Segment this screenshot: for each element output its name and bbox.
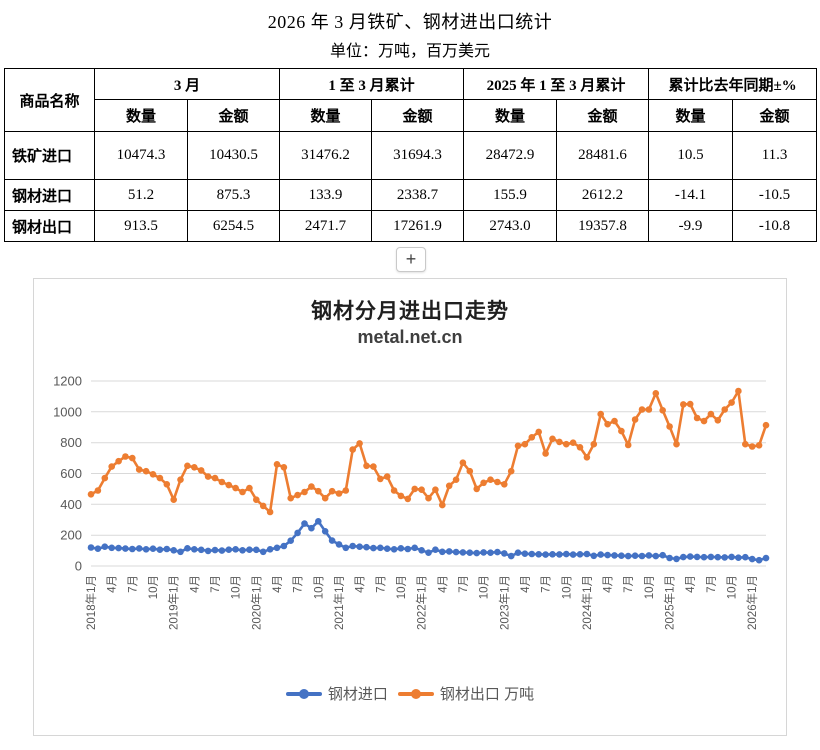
table-cell: 17261.9 [371, 210, 465, 242]
svg-text:7月: 7月 [541, 575, 553, 593]
svg-text:2021年1月: 2021年1月 [332, 575, 346, 630]
legend-item-steel-export: 钢材出口 万吨 [397, 683, 535, 704]
table-cell: -10.5 [732, 179, 818, 211]
subheader-quantity: 数量 [94, 99, 188, 132]
table-cell: 28472.9 [463, 131, 558, 180]
svg-text:10月: 10月 [561, 575, 573, 599]
svg-text:2019年1月: 2019年1月 [167, 575, 181, 630]
svg-text:4月: 4月 [437, 575, 449, 593]
svg-text:4月: 4月 [272, 575, 284, 593]
table-cell: -9.9 [648, 210, 734, 242]
svg-text:4月: 4月 [603, 575, 615, 593]
table-cell: 2612.2 [556, 179, 650, 211]
subheader-amount: 金额 [556, 99, 650, 132]
table-row-iron-ore-import: 铁矿进口 10474.3 10430.5 31476.2 31694.3 284… [4, 131, 818, 180]
table-cell: 19357.8 [556, 210, 650, 242]
table-cell: 2338.7 [371, 179, 465, 211]
table-cell: 51.2 [94, 179, 188, 211]
svg-text:4月: 4月 [685, 575, 697, 593]
table-row-steel-export: 钢材出口 913.5 6254.5 2471.7 17261.9 2743.0 … [4, 210, 818, 242]
table-cell: 875.3 [186, 179, 281, 211]
table-cell: 2471.7 [279, 210, 373, 242]
legend-marker-blue-icon [285, 688, 322, 699]
table-cell: 133.9 [279, 179, 373, 211]
table-cell: 11.3 [732, 131, 818, 180]
svg-text:4月: 4月 [520, 575, 532, 593]
row-label: 钢材出口 [4, 210, 95, 242]
svg-text:7月: 7月 [375, 575, 387, 593]
svg-text:600: 600 [60, 466, 82, 481]
page-title: 2026 年 3 月铁矿、钢材进出口统计 [267, 12, 553, 32]
trend-chart-frame: 钢材分月进出口走势 metal.net.cn 0 200 400 600 800 1000… [33, 278, 787, 736]
svg-text:0: 0 [75, 559, 82, 574]
subheader-quantity: 数量 [648, 99, 734, 132]
svg-text:200: 200 [60, 528, 82, 543]
svg-text:4月: 4月 [189, 575, 201, 593]
svg-text:7月: 7月 [458, 575, 470, 593]
column-group-yoy-change: 累计比去年同期±% [648, 68, 818, 100]
chart-legend: 钢材进口 钢材出口 万吨 [34, 683, 786, 704]
legend-marker-orange-icon [397, 688, 434, 699]
subheader-amount: 金额 [371, 99, 465, 132]
legend-label: 钢材出口 万吨 [439, 686, 535, 703]
row-label: 钢材进口 [4, 179, 95, 211]
import-export-stats-table: 商品名称 3 月 1 至 3 月累计 2025 年 1 至 3 月累计 累计比去… [4, 68, 818, 242]
chart-watermark: metal.net.cn [357, 327, 463, 347]
svg-text:2025年1月: 2025年1月 [663, 575, 677, 630]
legend-label: 钢材进口 [327, 686, 388, 703]
subheader-quantity: 数量 [463, 99, 558, 132]
column-group-march: 3 月 [93, 68, 281, 100]
svg-text:10月: 10月 [644, 575, 656, 599]
expand-button[interactable]: + [396, 247, 426, 272]
table-cell: -10.8 [732, 210, 818, 242]
table-cell: 28481.6 [556, 131, 650, 180]
svg-text:2018年1月: 2018年1月 [84, 575, 98, 630]
table-cell: 31476.2 [279, 131, 373, 180]
page-unit-subtitle: 单位：万吨，百万美元 [329, 43, 490, 60]
svg-text:2026年1月: 2026年1月 [745, 575, 759, 630]
table-cell: 913.5 [94, 210, 188, 242]
svg-text:1000: 1000 [53, 404, 82, 419]
table-cell: 2743.0 [463, 210, 558, 242]
svg-text:7月: 7月 [127, 575, 139, 593]
svg-text:2023年1月: 2023年1月 [497, 575, 511, 630]
svg-text:10月: 10月 [727, 575, 739, 599]
svg-text:4月: 4月 [355, 575, 367, 593]
table-cell: 10474.3 [94, 131, 188, 180]
svg-text:400: 400 [60, 497, 82, 512]
table-cell: 6254.5 [186, 210, 281, 242]
svg-text:7月: 7月 [293, 575, 305, 593]
row-label: 铁矿进口 [4, 131, 95, 180]
svg-text:10月: 10月 [231, 575, 243, 599]
column-group-2025-jan-mar-cumulative: 2025 年 1 至 3 月累计 [463, 68, 650, 100]
table-cell: 10.5 [648, 131, 734, 180]
subheader-amount: 金额 [732, 99, 818, 132]
svg-text:800: 800 [60, 435, 82, 450]
svg-text:7月: 7月 [623, 575, 635, 593]
table-cell: 31694.3 [371, 131, 465, 180]
svg-text:7月: 7月 [706, 575, 718, 593]
chart-title: 钢材分月进出口走势 [311, 299, 509, 323]
table-row-steel-import: 钢材进口 51.2 875.3 133.9 2338.7 155.9 2612.… [4, 179, 818, 211]
svg-text:2024年1月: 2024年1月 [580, 575, 594, 630]
svg-text:10月: 10月 [396, 575, 408, 599]
table-cell: -14.1 [648, 179, 734, 211]
svg-text:2022年1月: 2022年1月 [415, 575, 429, 630]
subheader-amount: 金额 [186, 99, 281, 132]
column-group-jan-mar-cumulative: 1 至 3 月累计 [279, 68, 465, 100]
subheader-quantity: 数量 [279, 99, 373, 132]
trend-plot: 0 200 400 600 800 1000 1200 2018年1月 4月 7月 10月 2019年… [53, 374, 770, 630]
table-cell: 10430.5 [186, 131, 281, 180]
svg-text:4月: 4月 [107, 575, 119, 593]
legend-item-steel-import: 钢材进口 [285, 683, 388, 704]
table-cell: 155.9 [463, 179, 558, 211]
svg-text:10月: 10月 [479, 575, 491, 599]
column-header-commodity: 商品名称 [4, 68, 95, 132]
svg-text:10月: 10月 [148, 575, 160, 599]
svg-text:7月: 7月 [210, 575, 222, 593]
svg-text:10月: 10月 [313, 575, 325, 599]
svg-text:2020年1月: 2020年1月 [249, 575, 263, 630]
svg-text:1200: 1200 [53, 374, 82, 389]
